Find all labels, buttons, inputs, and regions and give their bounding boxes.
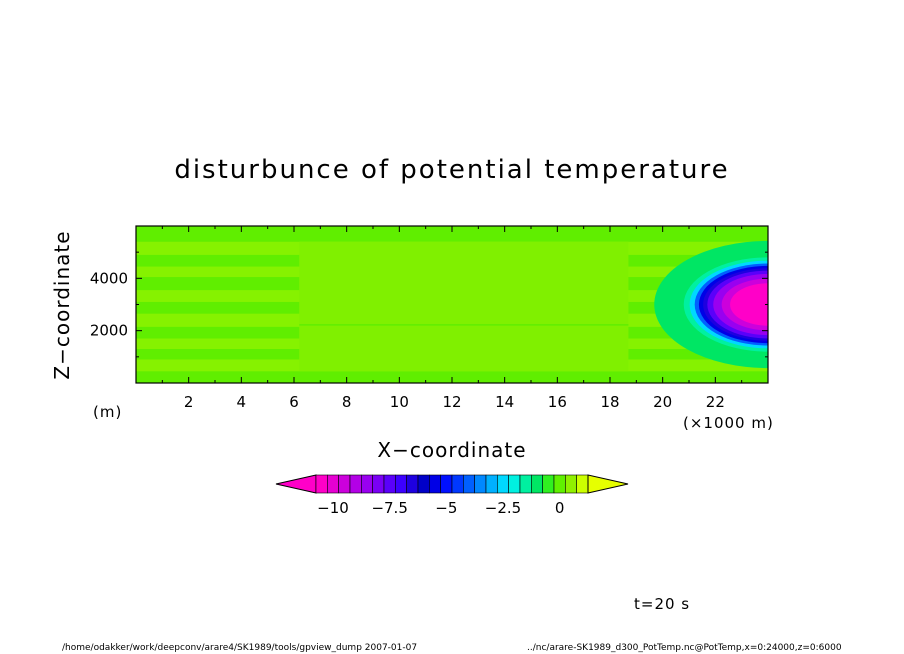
colorbar-swatch [508,474,521,494]
colorbar-swatch [315,474,328,494]
colorbar-swatch [429,474,441,494]
colorbar-tick-label: −7.5 [371,499,407,517]
colorbar-swatch [406,474,419,494]
colorbar-swatch [440,474,453,494]
footer-file: ../nc/arare-SK1989_d300_PotTemp.nc@PotTe… [527,643,842,653]
colorbar-swatch [417,474,430,494]
colorbar-swatch [463,474,475,494]
colorbar-swatch [565,474,577,494]
colorbar-tick-label: −5 [435,499,457,517]
colorbar-swatch [474,474,487,494]
plot-area: 2 4 6 8 10 12 14 16 18 20 22 2000 4000 [90,225,769,411]
y-axis-label: Z−coordinate [50,230,74,380]
footer-path: /home/odakker/work/deepconv/arare4/SK198… [62,643,418,653]
colorbar-swatch [531,474,543,494]
x-tick-label: 16 [548,393,567,411]
colorbar-swatch [383,474,396,494]
y-tick-label: 2000 [90,322,128,340]
colorbar-swatch [497,474,509,494]
colorbar-swatch [395,474,407,494]
x-tick-label: 8 [342,393,352,411]
colorbar-tick-label: −2.5 [485,499,521,517]
colorbar-swatch [327,474,339,494]
colorbar-swatch [519,474,532,494]
colorbar-under-arrow [275,474,317,494]
chart-title: disturbunce of potential temperature [174,155,730,185]
heatmap-field [136,226,768,383]
colorbar-swatch [485,474,498,494]
colorbar-tick-label: −10 [317,499,349,517]
heatmap-uniform-region [299,241,629,372]
y-tick-label: 4000 [90,269,128,287]
x-tick-label: 4 [237,393,247,411]
x-axis-label: X−coordinate [377,438,527,462]
x-tick-label: 12 [442,393,461,411]
x-axis-unit: (×1000 m) [683,414,774,432]
colorbar-swatch [451,474,464,494]
x-tick-label: 14 [495,393,514,411]
cold-pool-contour [738,288,768,321]
x-tick-label: 2 [184,393,194,411]
time-label: t=20 s [634,595,691,613]
colorbar-swatch [553,474,566,494]
colorbar-over-arrow [587,474,629,494]
x-tick-label: 10 [390,393,409,411]
heatmap-thin-band [299,324,629,326]
x-tick-label: 22 [706,393,725,411]
colorbar-swatch [576,474,589,494]
colorbar-swatch [349,474,362,494]
colorbar-swatch [542,474,555,494]
colorbar-swatch [338,474,351,494]
colorbar-swatch [372,474,385,494]
colorbar: −10 −7.5 −5 −2.5 0 [275,474,629,517]
colorbar-swatch [361,474,373,494]
x-tick-label: 6 [289,393,299,411]
x-tick-label: 20 [653,393,672,411]
x-tick-label: 18 [600,393,619,411]
colorbar-tick-label: 0 [555,499,565,517]
y-axis-unit: (m) [93,403,123,421]
